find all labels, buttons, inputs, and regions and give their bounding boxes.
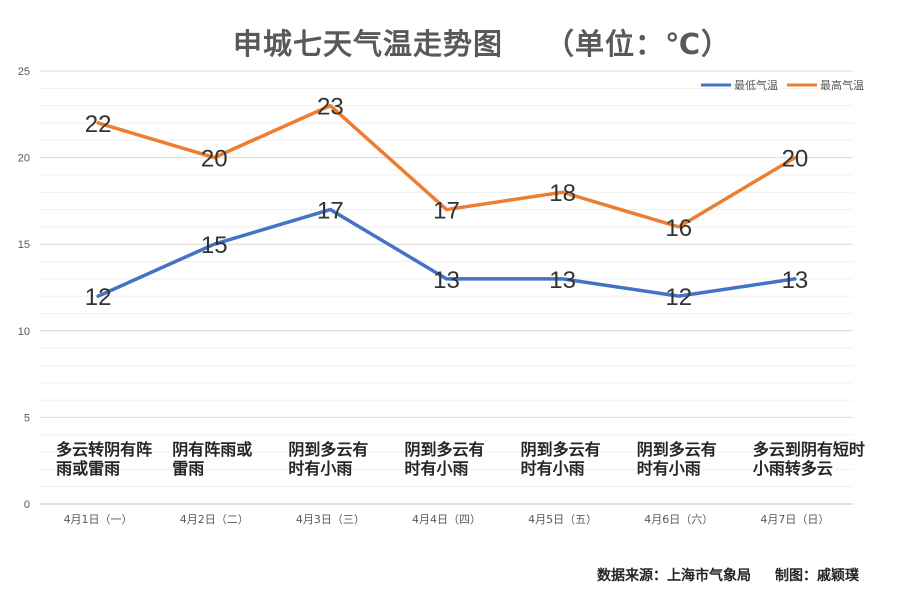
chart-title: 申城七天气温走势图 <box>233 27 503 61</box>
x-tick-label: 4月3日（三） <box>296 513 365 526</box>
weather-description: 阴有阵雨或 <box>172 440 252 459</box>
chart-credit: 制图：戚颖璞 <box>775 567 860 584</box>
y-tick-label: 15 <box>18 239 30 251</box>
data-label: 20 <box>782 146 809 173</box>
data-label: 12 <box>665 284 692 311</box>
data-label: 18 <box>549 180 576 207</box>
legend-label: 最低气温 <box>734 78 778 92</box>
weather-description: 阴到多云有 <box>637 440 717 459</box>
weather-description: 时有小雨 <box>405 459 469 478</box>
x-tick-label: 4月4日（四） <box>412 513 481 526</box>
weather-description: 雨或雷雨 <box>56 459 120 478</box>
data-label: 13 <box>782 267 809 294</box>
weather-description: 阴到多云有 <box>288 440 368 459</box>
y-tick-label: 10 <box>18 326 30 338</box>
weather-description: 小雨转多云 <box>753 459 833 478</box>
x-tick-label: 4月2日（二） <box>180 513 249 526</box>
data-label: 23 <box>317 94 344 121</box>
x-axis: 4月1日（一） 4月2日（二） 4月3日（三） 4月4日（四） 4月5日（五） 4月6日（… <box>64 513 830 526</box>
chart-unit-label: （单位：℃） <box>545 27 731 61</box>
x-tick-label: 4月6日（六） <box>644 513 713 526</box>
y-axis: 0 5 10 15 20 25 <box>18 66 30 511</box>
weather-description: 时有小雨 <box>637 459 701 478</box>
data-label: 15 <box>201 232 228 259</box>
data-label: 13 <box>549 267 576 294</box>
weather-description: 阴到多云有 <box>521 440 601 459</box>
legend: 最低气温 最高气温 <box>701 78 864 92</box>
weather-description: 时有小雨 <box>288 459 352 478</box>
weather-description: 雷雨 <box>172 459 204 478</box>
y-tick-label: 25 <box>18 66 30 78</box>
x-tick-label: 4月7日（日） <box>760 513 829 526</box>
y-tick-label: 20 <box>18 153 30 165</box>
weather-description: 多云转阴有阵 <box>56 440 152 459</box>
data-labels: 12 15 17 13 13 12 13 22 20 23 17 18 16 20 <box>85 94 809 312</box>
legend-label: 最高气温 <box>820 78 864 92</box>
x-tick-label: 4月5日（五） <box>528 513 597 526</box>
y-tick-label: 0 <box>24 499 30 511</box>
x-tick-label: 4月1日（一） <box>64 513 133 526</box>
data-label: 22 <box>85 111 112 138</box>
y-tick-label: 5 <box>24 412 30 424</box>
weather-descriptions: 多云转阴有阵雨或雷雨阴有阵雨或雷雨阴到多云有时有小雨阴到多云有时有小雨阴到多云有… <box>56 440 865 478</box>
series-line-high <box>96 103 797 229</box>
data-label: 17 <box>433 198 460 225</box>
data-label: 17 <box>317 198 344 225</box>
data-label: 16 <box>665 215 692 242</box>
data-source: 数据来源：上海市气象局 <box>597 567 751 584</box>
weather-description: 阴到多云有 <box>405 440 485 459</box>
weather-description: 时有小雨 <box>521 459 585 478</box>
series-line-low <box>96 207 797 298</box>
data-label: 20 <box>201 146 228 173</box>
data-label: 12 <box>85 284 112 311</box>
data-label: 13 <box>433 267 460 294</box>
weather-description: 多云到阴有短时 <box>753 440 865 459</box>
series-lines <box>96 103 797 298</box>
